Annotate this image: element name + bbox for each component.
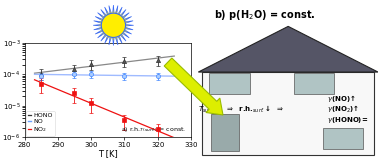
Polygon shape [121,9,126,16]
Polygon shape [123,13,129,18]
Circle shape [101,13,125,37]
Polygon shape [109,6,111,13]
X-axis label: T [K]: T [K] [98,149,118,158]
Polygon shape [105,36,108,43]
Polygon shape [101,9,106,16]
Polygon shape [125,21,133,23]
Polygon shape [124,16,132,21]
Polygon shape [105,7,108,14]
Polygon shape [101,35,106,41]
Polygon shape [116,37,118,45]
Bar [294,73,334,94]
Polygon shape [113,5,114,13]
Polygon shape [113,38,114,46]
Polygon shape [198,26,378,72]
Legend: HONO, NO, NO$_2$: HONO, NO, NO$_2$ [26,111,55,136]
Polygon shape [93,25,101,26]
Text: b) p(H$_2$O) = const.: b) p(H$_2$O) = const. [214,8,316,22]
Text: $\gamma$(HONO)=: $\gamma$(HONO)= [327,115,368,125]
Polygon shape [118,7,122,14]
Bar [209,73,249,94]
Polygon shape [94,21,101,23]
Text: $\gamma$(NO)↑: $\gamma$(NO)↑ [327,93,356,104]
Text: a) r.h.$_{T(surf.)}$ = const.: a) r.h.$_{T(surf.)}$ = const. [121,125,186,134]
Polygon shape [95,30,102,34]
Polygon shape [125,27,133,30]
Text: $\gamma$(NO$_2$)↑: $\gamma$(NO$_2$)↑ [327,104,359,115]
Polygon shape [124,30,132,34]
Polygon shape [95,16,102,21]
Bar [202,72,374,155]
Polygon shape [109,37,111,45]
Polygon shape [118,36,122,43]
FancyArrow shape [164,58,223,115]
Polygon shape [98,13,104,18]
Bar [211,114,239,151]
Polygon shape [98,33,104,38]
Polygon shape [94,27,101,30]
Polygon shape [121,35,126,41]
Polygon shape [123,33,129,38]
Polygon shape [116,6,118,13]
Bar [323,128,363,149]
Polygon shape [126,25,134,26]
Text: $T_{surf.}$↑  $\Rightarrow$  r.h.$_{surf.}$↓  $\Rightarrow$: $T_{surf.}$↑ $\Rightarrow$ r.h.$_{surf.}… [198,104,285,115]
